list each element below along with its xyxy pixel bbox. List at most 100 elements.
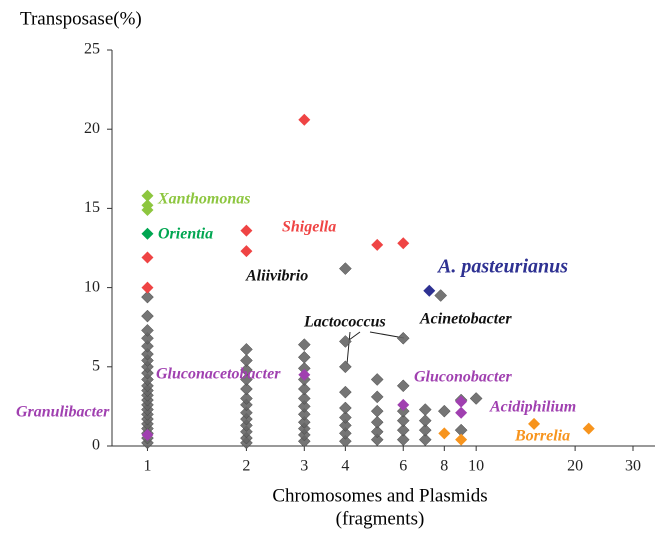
point [339,385,352,399]
annotation: Aliivibrio [245,268,308,285]
series-label: Borrelia [514,428,570,445]
point [141,203,154,216]
point [396,331,410,345]
point [339,434,352,448]
point [240,343,253,356]
series-label: Granulibacter [16,404,110,421]
point [240,382,253,396]
y-axis-label: Transposase(%) [20,8,142,29]
point [582,422,595,435]
x-axis-label: Chromosomes and Plasmids [272,485,487,506]
series-label: Shigella [282,219,336,236]
point [141,290,154,304]
y-tick-label: 10 [84,278,100,295]
point [141,339,154,353]
point [298,368,311,381]
point [240,406,253,420]
point [339,419,352,432]
point [370,390,384,404]
y-tick-label: 0 [92,437,100,454]
point [339,335,352,348]
point [141,189,154,202]
x-tick-label: 30 [625,458,641,475]
point [397,237,410,250]
point [240,224,253,237]
x-tick-label: 1 [143,458,151,475]
point [339,360,352,374]
point [418,423,432,437]
point [297,415,311,429]
point [438,427,451,440]
x-tick-label: 8 [440,458,448,475]
point [469,392,483,405]
point [418,403,432,416]
arrow [348,331,361,341]
point [418,414,432,428]
point [455,395,468,408]
point [141,251,154,264]
point [240,245,253,258]
point [396,423,410,437]
point [370,433,384,447]
series-label: Acidiphilium [489,399,576,416]
point [396,433,410,447]
point [297,407,311,421]
point [370,404,384,418]
x-axis-label: (fragments) [336,508,425,529]
point [240,354,253,367]
point [418,433,432,447]
point [455,406,468,419]
point [141,347,154,361]
y-tick-label: 5 [92,357,100,374]
point [370,373,384,386]
point [455,433,468,446]
point [141,227,154,240]
point [141,309,154,323]
point [423,284,436,297]
point [396,414,410,428]
annotation: Lactococcus [303,314,386,331]
point [141,324,154,337]
point [298,113,311,126]
x-tick-label: 10 [468,458,484,475]
point [141,331,154,345]
point [297,400,311,413]
point [370,425,384,439]
point [339,411,352,424]
point [396,404,410,418]
x-tick-label: 20 [567,458,583,475]
point [141,428,154,441]
x-tick-label: 3 [300,458,308,475]
point [437,404,451,418]
point [240,392,253,405]
arrow [346,331,351,365]
series-label: A. pasteurianus [436,256,568,278]
point [396,379,410,393]
x-tick-label: 2 [242,458,250,475]
point [528,417,541,430]
y-tick-label: 20 [84,120,100,137]
point [141,281,154,294]
series-label: Xanthomonas [157,191,250,208]
point [240,363,253,377]
point [397,398,410,411]
point [297,338,311,351]
x-tick-label: 6 [399,458,407,475]
y-tick-label: 15 [84,199,100,216]
series-label: Gluconacetobacter [156,366,281,383]
point [339,401,352,415]
point [297,382,311,396]
x-tick-label: 4 [341,458,349,475]
point [339,262,352,275]
point [339,426,352,440]
series-label: Orientia [158,226,213,243]
point [297,392,311,405]
series-label: Gluconobacter [414,369,513,386]
annotation: Acinetobacter [419,311,512,328]
point [297,350,311,364]
point [240,373,253,386]
point [370,415,384,429]
y-tick-label: 25 [84,41,100,58]
